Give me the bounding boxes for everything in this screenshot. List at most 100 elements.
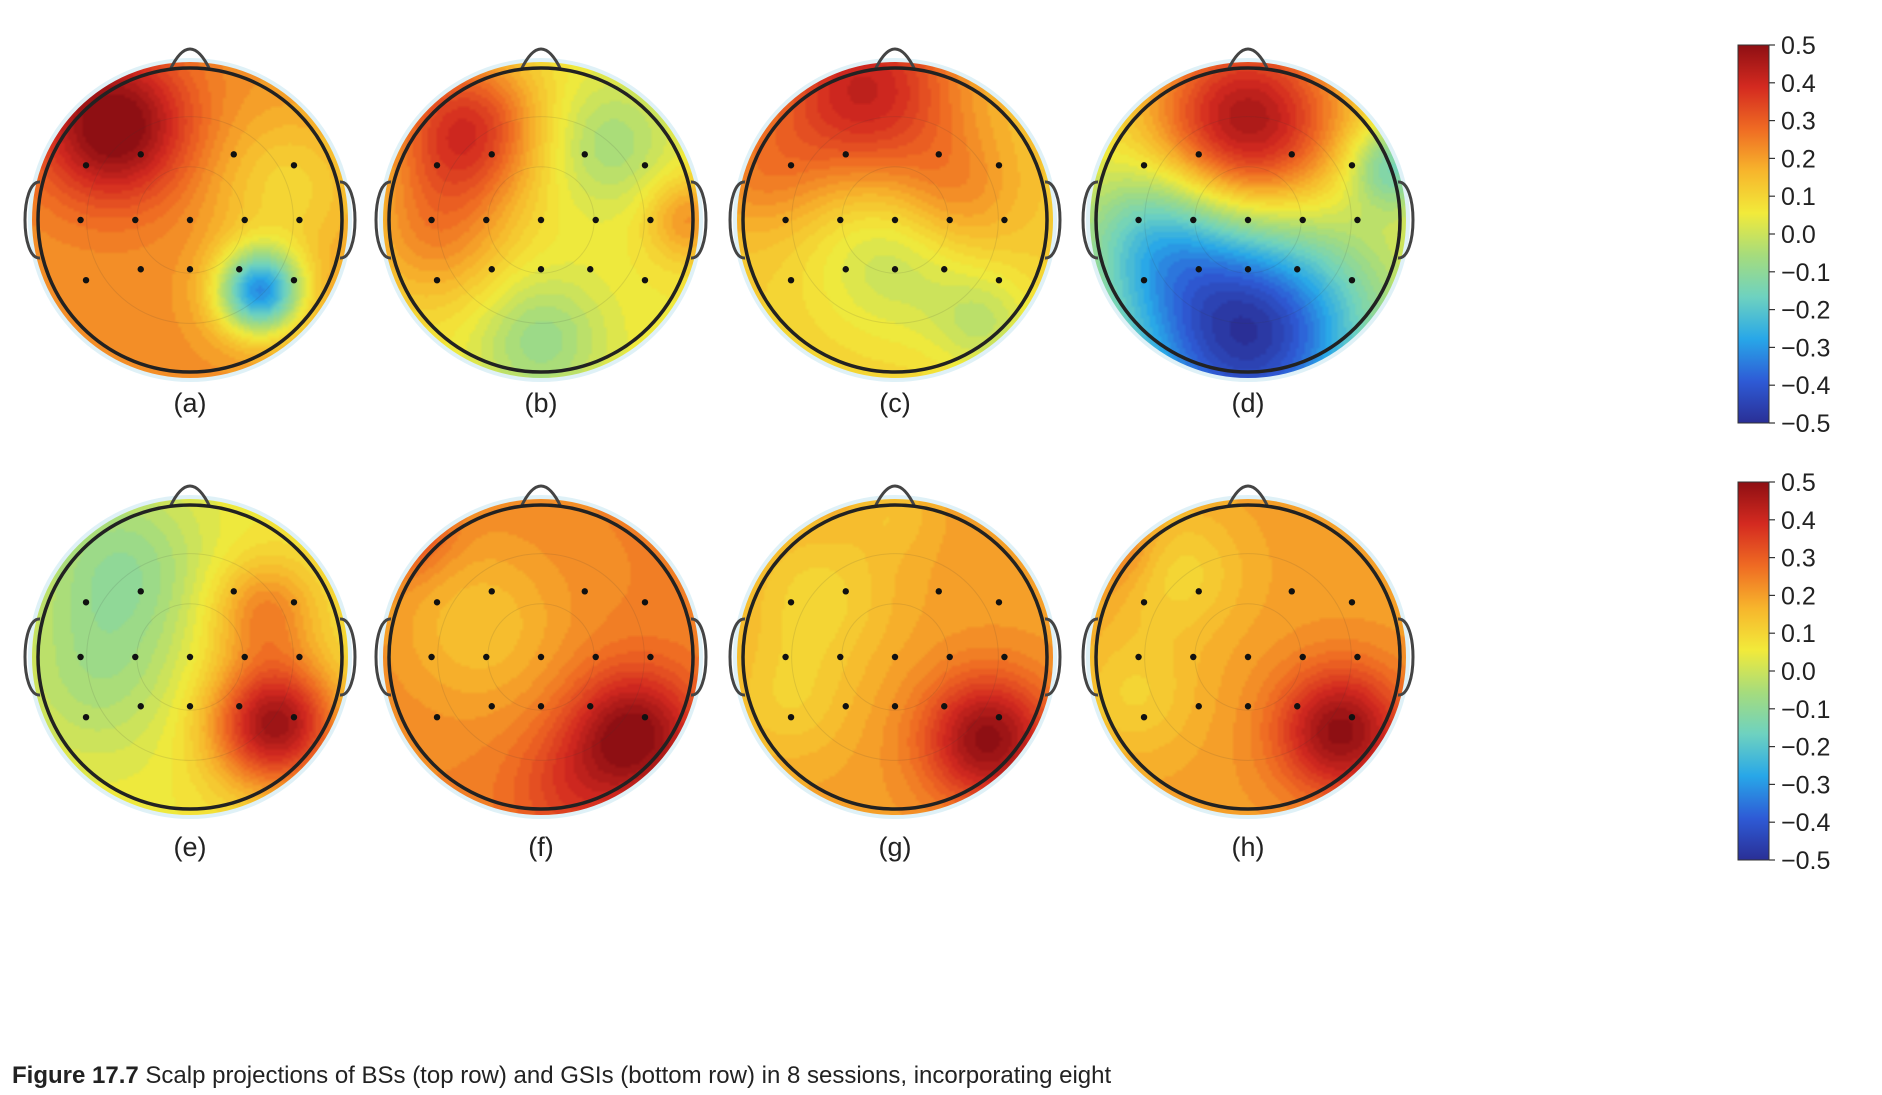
electrode-dot <box>241 216 248 224</box>
electrode-dot <box>82 713 90 721</box>
right-ear-outline <box>1044 180 1062 260</box>
colorbar-tick-label: −0.1 <box>1781 259 1830 287</box>
scalp-map-panel: (e) <box>23 484 357 862</box>
panel-label: (d) <box>1232 388 1265 418</box>
colorbar-tick-label: 0.3 <box>1781 108 1816 136</box>
electrode-dot <box>433 276 441 284</box>
panel-label: (f) <box>528 832 553 862</box>
electrode-dot <box>236 266 243 273</box>
colorbar-tick-label: −0.3 <box>1781 771 1830 799</box>
right-ear-outline <box>690 180 708 260</box>
left-ear-outline <box>728 180 746 260</box>
scalp-map-panel: (b) <box>374 47 708 418</box>
electrode-dot <box>186 703 194 710</box>
colorbar-tick-label: −0.2 <box>1781 297 1830 325</box>
nose-outline <box>873 484 917 508</box>
colorbar-tick-label: −0.5 <box>1781 847 1830 875</box>
colorbar-tick-label: 0.4 <box>1781 507 1816 535</box>
nose-outline <box>873 47 917 71</box>
head-outline <box>1094 503 1402 811</box>
electrode-dot <box>995 276 1003 284</box>
electrode-dot <box>995 162 1003 169</box>
electrode-dot <box>1140 713 1148 721</box>
electrode-dot <box>647 653 654 661</box>
electrode-dot <box>1348 276 1356 284</box>
electrode-dot <box>1140 599 1148 606</box>
electrode-dot <box>132 216 139 224</box>
head-outline <box>741 66 1049 374</box>
electrode-dot <box>236 703 243 710</box>
electrode-dot <box>787 162 795 169</box>
right-ear-outline <box>339 617 357 697</box>
electrode-dot <box>186 653 194 661</box>
electrode-dot <box>581 588 588 595</box>
colorbar-tick-label: 0.5 <box>1781 469 1816 497</box>
electrode-dot <box>946 216 953 224</box>
panel-label: (g) <box>879 832 912 862</box>
figure-caption: Figure 17.7 Scalp projections of BSs (to… <box>12 1062 1111 1090</box>
electrode-dot <box>842 266 849 273</box>
nose-outline <box>1226 47 1270 71</box>
electrode-dot <box>782 216 789 224</box>
left-ear-outline <box>374 180 392 260</box>
electrode-dot <box>995 599 1003 606</box>
electrode-dot <box>1195 151 1202 158</box>
electrode-dot <box>296 653 303 661</box>
colorbar-tick-label: 0.0 <box>1781 221 1816 249</box>
left-ear-outline <box>374 617 392 697</box>
electrode-dot <box>77 216 84 224</box>
electrode-dot <box>483 216 490 224</box>
electrode-dot <box>290 599 298 606</box>
electrode-dot <box>186 266 194 273</box>
electrode-dot <box>1140 162 1148 169</box>
electrode-dot <box>581 151 588 158</box>
electrode-dot <box>641 162 649 169</box>
colorbar-tick-label: 0.2 <box>1781 145 1816 173</box>
colorbar-tick-label: 0.1 <box>1781 183 1816 211</box>
electrode-dot <box>1195 703 1202 710</box>
head-outline <box>36 503 344 811</box>
electrode-dot <box>935 151 942 158</box>
nose-outline <box>519 47 563 71</box>
electrode-dot <box>1195 588 1202 595</box>
contour-ring <box>1144 553 1352 761</box>
electrode-dot <box>995 713 1003 721</box>
electrode-dot <box>433 713 441 721</box>
scalp-map-panel: (c) <box>728 47 1062 418</box>
electrode-dot <box>842 588 849 595</box>
head-outline <box>1094 66 1402 374</box>
right-ear-outline <box>1397 617 1415 697</box>
scalp-map-panel: (f) <box>374 484 708 862</box>
panel-label: (e) <box>174 832 207 862</box>
contour-ring <box>1144 116 1352 324</box>
electrode-dot <box>1288 588 1295 595</box>
electrode-dot <box>1299 216 1306 224</box>
colorbar-tick-label: −0.5 <box>1781 410 1830 438</box>
colorbar-tick-label: 0.0 <box>1781 658 1816 686</box>
electrode-dot <box>428 216 435 224</box>
electrode-dot <box>1001 653 1008 661</box>
electrode-dot <box>488 703 495 710</box>
colorbar-tick-label: −0.1 <box>1781 696 1830 724</box>
scalp-map-panel: (h) <box>1081 484 1415 862</box>
electrode-dot <box>1288 151 1295 158</box>
electrode-dot <box>296 216 303 224</box>
left-ear-outline <box>728 617 746 697</box>
colorbar-tick-label: −0.4 <box>1781 372 1830 400</box>
electrode-dot <box>230 588 237 595</box>
electrode-dot <box>837 216 844 224</box>
electrode-dot <box>137 151 144 158</box>
electrode-dot <box>537 216 545 224</box>
electrode-dot <box>782 653 789 661</box>
left-ear-outline <box>1081 617 1099 697</box>
electrode-dot <box>137 588 144 595</box>
right-ear-outline <box>339 180 357 260</box>
contour-ring <box>437 116 645 324</box>
contour-ring <box>86 553 294 761</box>
electrode-dot <box>1244 653 1252 661</box>
panel-label: (c) <box>879 388 910 418</box>
electrode-dot <box>641 276 649 284</box>
electrode-dot <box>1354 653 1361 661</box>
electrode-dot <box>1135 216 1142 224</box>
figure-caption-label: Figure 17.7 <box>12 1062 139 1089</box>
